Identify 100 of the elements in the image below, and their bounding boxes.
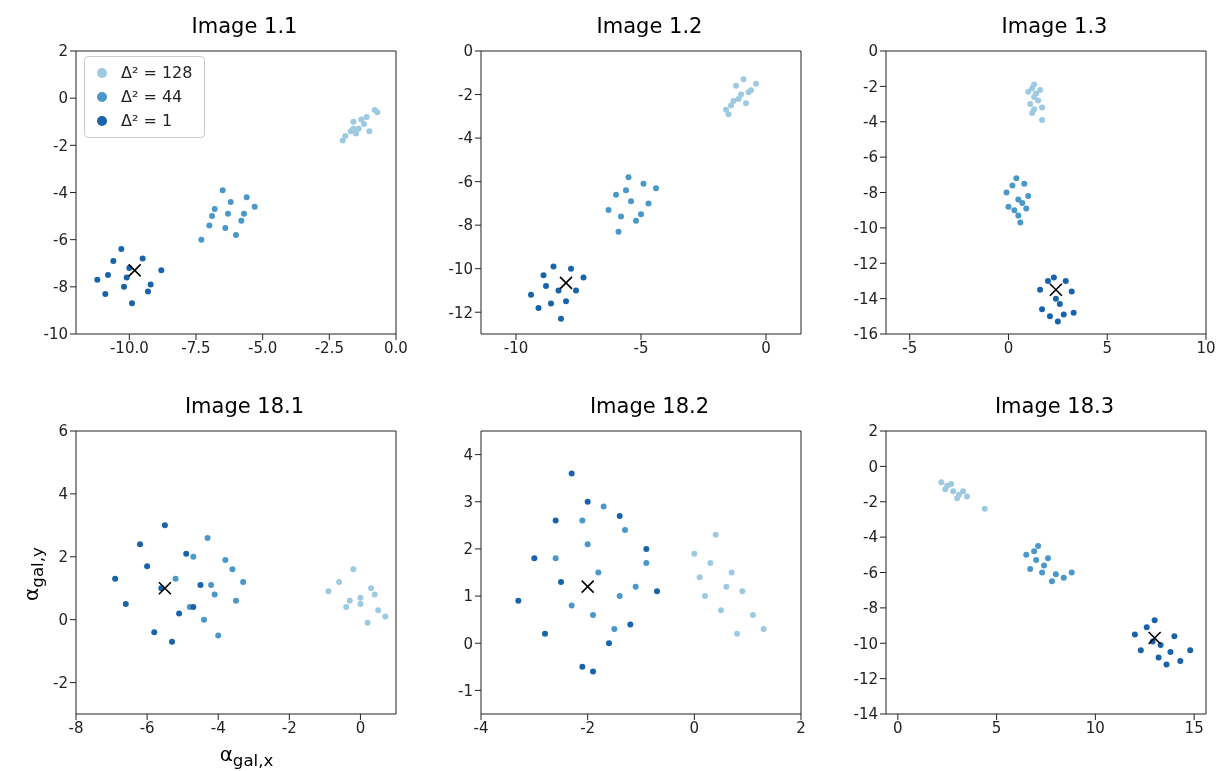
x-tick-label: -5.0 <box>248 338 278 357</box>
point <box>110 257 117 264</box>
x-tick-label: -5 <box>902 338 918 357</box>
point <box>739 588 746 595</box>
y-tick-label: 0 <box>463 42 473 61</box>
point <box>580 274 587 281</box>
point <box>535 304 542 311</box>
point <box>1039 569 1046 576</box>
y-tick-label: 4 <box>463 445 473 464</box>
y-tick-label: -8 <box>53 278 68 297</box>
point <box>127 263 142 278</box>
point <box>1033 90 1040 97</box>
y-tick-label: 2 <box>58 42 68 61</box>
point <box>169 638 175 645</box>
point <box>563 298 569 305</box>
point <box>963 493 970 500</box>
x-tick-label: -4 <box>210 718 226 737</box>
point <box>1017 219 1024 226</box>
x-tick-label: -2 <box>281 718 297 737</box>
point <box>760 626 767 633</box>
point <box>1060 574 1067 581</box>
y-tick-label: -6 <box>458 172 473 191</box>
point <box>176 610 183 617</box>
point <box>938 479 945 486</box>
point <box>357 600 364 607</box>
point <box>627 621 634 628</box>
y-tick-label: 0 <box>868 42 878 61</box>
point <box>94 276 101 283</box>
x-tick-label: -6 <box>139 718 155 737</box>
point <box>712 531 719 538</box>
y-tick-label: -10 <box>853 219 878 238</box>
point <box>580 579 595 594</box>
point <box>1005 203 1012 210</box>
point <box>1068 569 1075 576</box>
point <box>531 555 538 562</box>
point <box>950 488 957 495</box>
x-tick-label: 10 <box>1196 338 1216 357</box>
point <box>1060 311 1067 318</box>
chart-title: Image 1.3 <box>1000 13 1109 40</box>
point <box>211 591 218 598</box>
point <box>371 591 378 598</box>
point <box>558 315 564 322</box>
chart-title: Image 1.2 <box>595 13 704 40</box>
point <box>1068 288 1075 295</box>
y-tick-label: -12 <box>853 254 878 273</box>
y-tick-label: -2 <box>863 77 878 96</box>
point <box>613 191 619 198</box>
point <box>579 517 586 524</box>
point <box>201 616 207 623</box>
x-tick-label: -5 <box>633 338 649 357</box>
y-tick-label: 0 <box>58 89 68 108</box>
point <box>363 114 370 121</box>
point <box>616 593 623 600</box>
x-tick-label: 10 <box>1085 718 1105 737</box>
y-tick-label: -8 <box>863 183 878 202</box>
point <box>590 611 596 618</box>
point <box>1052 295 1059 302</box>
point <box>1029 85 1036 92</box>
point <box>209 213 215 220</box>
point <box>542 630 548 637</box>
point <box>743 100 749 107</box>
point <box>361 121 367 128</box>
point <box>728 569 735 576</box>
point <box>368 585 375 592</box>
point <box>240 578 247 585</box>
x-tick-label: 0 <box>893 718 903 737</box>
point <box>229 566 236 573</box>
y-tick-label: -8 <box>863 599 878 618</box>
legend-label: Δ² = 44 <box>121 86 183 108</box>
point <box>1027 565 1034 572</box>
point <box>197 582 204 589</box>
legend-label: Δ² = 128 <box>121 62 193 84</box>
point <box>573 287 579 294</box>
point <box>1037 86 1044 93</box>
point <box>1044 277 1051 284</box>
x-tick-label: -2 <box>580 718 596 737</box>
point <box>1044 555 1051 562</box>
point <box>366 128 373 135</box>
x-tick-label: 0 <box>1003 338 1014 357</box>
point <box>718 607 724 614</box>
point <box>632 583 639 590</box>
point <box>981 505 988 512</box>
point <box>238 217 245 224</box>
point <box>211 206 218 213</box>
point <box>1048 578 1055 585</box>
x-tick-label: -2.5 <box>314 338 344 357</box>
y-tick-label: -6 <box>863 563 878 582</box>
point <box>579 663 586 670</box>
point <box>723 583 730 590</box>
point <box>1021 180 1028 187</box>
x-tick-label: 5 <box>991 718 1002 737</box>
point <box>1163 661 1170 668</box>
point <box>325 588 332 595</box>
y-tick-label: 0 <box>58 610 68 629</box>
point <box>102 290 109 297</box>
y-tick-label: -14 <box>853 705 878 724</box>
y-tick-label: -10 <box>448 260 473 279</box>
point <box>590 668 596 675</box>
x-tick-label: -10.0 <box>109 338 149 357</box>
x-tick-label: 0 <box>689 718 700 737</box>
